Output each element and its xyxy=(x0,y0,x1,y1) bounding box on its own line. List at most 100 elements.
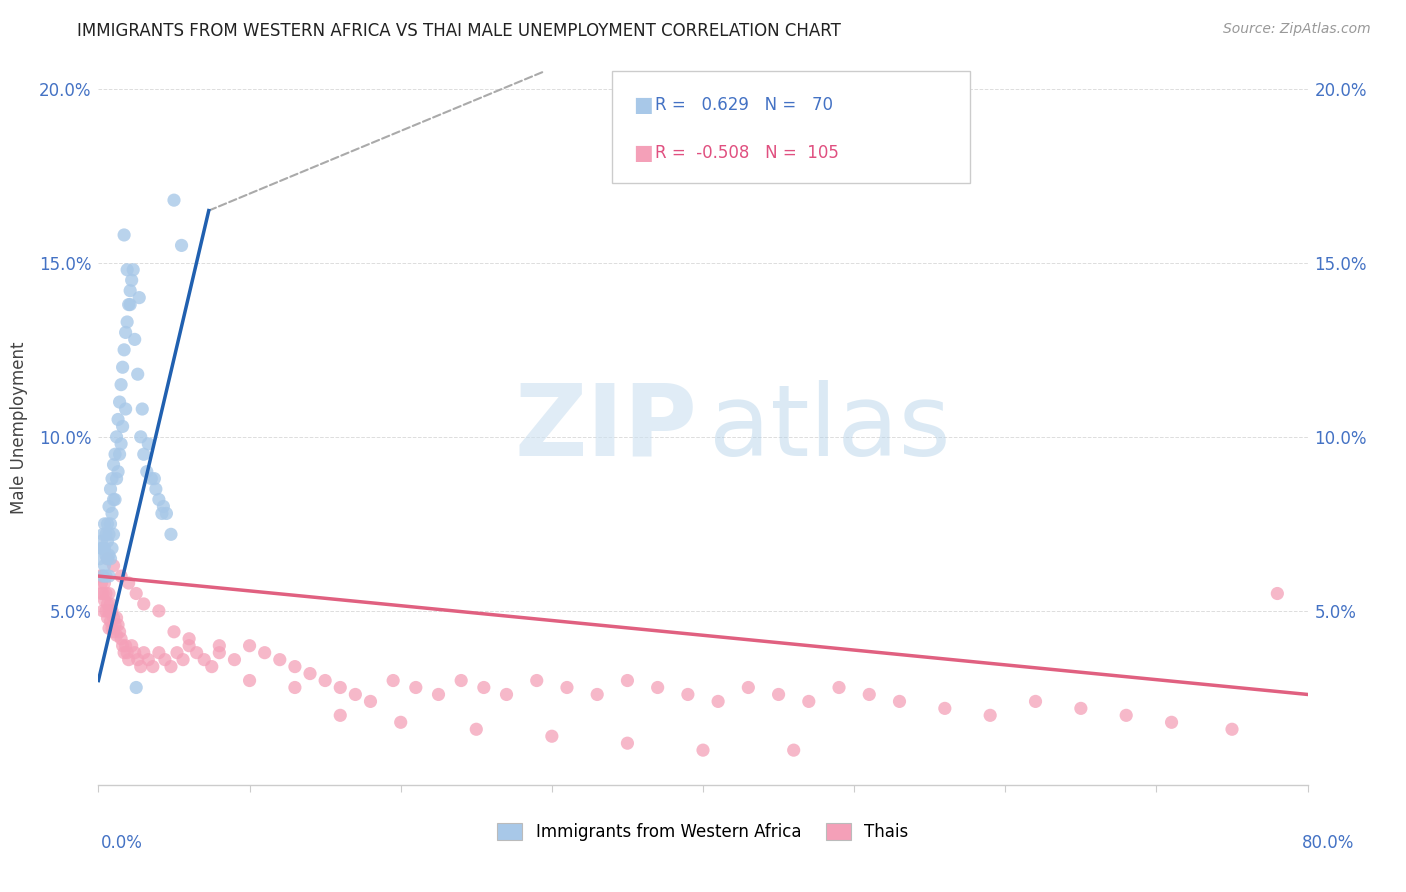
Point xyxy=(208,639,231,653)
Point xyxy=(101,604,124,618)
Point xyxy=(91,569,114,583)
Point xyxy=(112,227,135,242)
Point xyxy=(89,551,111,566)
Point xyxy=(94,586,117,600)
Point xyxy=(107,617,129,632)
Point xyxy=(112,646,135,660)
Point xyxy=(979,708,1001,723)
Point xyxy=(115,646,138,660)
Point xyxy=(152,500,174,514)
Point xyxy=(90,576,112,591)
Text: Source: ZipAtlas.com: Source: ZipAtlas.com xyxy=(1223,22,1371,37)
Point xyxy=(172,653,194,667)
Point xyxy=(1220,723,1243,737)
Text: R =  -0.508   N =  105: R = -0.508 N = 105 xyxy=(655,145,839,162)
Point xyxy=(121,639,143,653)
Point xyxy=(94,548,117,562)
Point xyxy=(93,541,115,556)
Point xyxy=(166,646,188,660)
Point xyxy=(111,419,134,434)
Point xyxy=(427,688,450,702)
Point xyxy=(110,569,132,583)
Point xyxy=(1115,708,1137,723)
Text: ■: ■ xyxy=(633,95,652,115)
Point xyxy=(107,465,129,479)
Point xyxy=(193,653,215,667)
Legend: Immigrants from Western Africa, Thais: Immigrants from Western Africa, Thais xyxy=(491,816,915,848)
Point xyxy=(382,673,405,688)
Point xyxy=(101,472,124,486)
Point xyxy=(104,447,127,461)
Point xyxy=(299,666,322,681)
Point xyxy=(122,262,145,277)
Point xyxy=(616,736,638,750)
Point xyxy=(360,694,382,708)
Point xyxy=(127,653,149,667)
Point xyxy=(186,646,208,660)
Point xyxy=(314,673,336,688)
Point xyxy=(114,326,136,340)
Point xyxy=(1070,701,1092,715)
Point xyxy=(737,681,759,695)
Point xyxy=(284,659,307,673)
Point xyxy=(239,673,262,688)
Point xyxy=(105,430,128,444)
Point xyxy=(98,548,121,562)
Point xyxy=(170,238,193,252)
Point xyxy=(586,688,609,702)
Point xyxy=(100,482,122,496)
Point xyxy=(96,597,118,611)
Point xyxy=(112,343,135,357)
Point xyxy=(111,639,134,653)
Point xyxy=(121,273,143,287)
Point xyxy=(129,430,152,444)
Point xyxy=(93,593,115,607)
Point xyxy=(107,412,129,426)
Point xyxy=(98,621,121,635)
Point xyxy=(540,729,562,743)
Point xyxy=(132,646,155,660)
Point xyxy=(125,681,148,695)
Point xyxy=(148,492,170,507)
Point xyxy=(115,315,138,329)
Point xyxy=(163,624,186,639)
Point xyxy=(103,492,125,507)
Point xyxy=(163,193,186,207)
Point xyxy=(179,632,201,646)
Point xyxy=(101,507,124,521)
Point xyxy=(111,360,134,375)
Point xyxy=(100,516,122,531)
Point xyxy=(103,611,125,625)
Point xyxy=(124,332,146,346)
Point xyxy=(96,516,118,531)
Point xyxy=(96,611,118,625)
Point xyxy=(90,534,112,549)
Point xyxy=(101,541,124,556)
Point xyxy=(114,402,136,417)
Point xyxy=(344,688,367,702)
Point xyxy=(110,437,132,451)
Point xyxy=(153,653,176,667)
Point xyxy=(120,297,142,311)
Point xyxy=(105,611,128,625)
Point xyxy=(141,472,163,486)
Point xyxy=(269,653,291,667)
Point xyxy=(91,527,114,541)
Point xyxy=(105,628,128,642)
Point xyxy=(405,681,427,695)
Point xyxy=(616,673,638,688)
Point xyxy=(526,673,548,688)
Point xyxy=(100,615,122,629)
Point xyxy=(127,368,149,382)
Text: 80.0%: 80.0% xyxy=(1302,834,1354,852)
Point xyxy=(150,507,173,521)
Text: ■: ■ xyxy=(633,144,652,163)
Point xyxy=(129,659,152,673)
Point xyxy=(132,597,155,611)
Point xyxy=(100,551,122,566)
Point xyxy=(676,688,699,702)
Point xyxy=(797,694,820,708)
Point xyxy=(889,694,911,708)
Point xyxy=(145,482,167,496)
Point xyxy=(93,576,115,591)
